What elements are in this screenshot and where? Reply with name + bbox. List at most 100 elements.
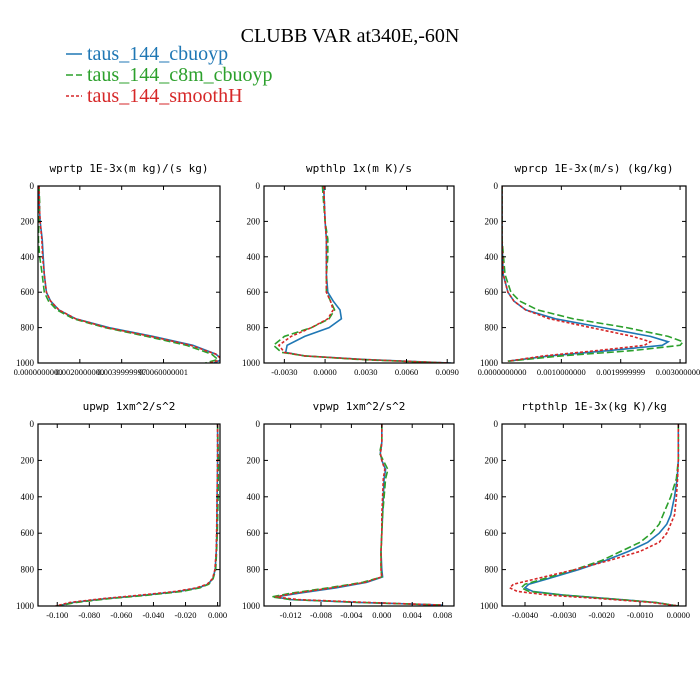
series-line [508, 424, 680, 606]
x-tick-label: 0.0030000000 [656, 367, 700, 377]
x-tick-label: -0.020 [175, 610, 197, 620]
chart-panel: wprtp 1E-3x(m kg)/(s kg) 0 200 400 600 800 100… [14, 162, 221, 377]
y-tick-label: 200 [485, 455, 499, 465]
x-tick-label: 0.000 [208, 610, 227, 620]
y-tick-label: 600 [21, 287, 35, 297]
x-tick-label: -0.0010 [627, 610, 653, 620]
chart-panel: wprcp 1E-3x(m/s) (kg/kg) 0 200 400 600 800 100… [478, 162, 700, 377]
x-tick-label: -0.080 [78, 610, 100, 620]
plot-frame [501, 423, 687, 607]
x-tick-label: 0.0000 [313, 367, 336, 377]
y-tick-label: 200 [247, 455, 261, 465]
x-tick-label: 0.0020000000 [55, 367, 104, 377]
y-tick-label: 400 [247, 492, 261, 502]
x-tick-label: -0.0030 [550, 610, 576, 620]
y-tick-label: 600 [247, 528, 261, 538]
y-tick-label: 800 [247, 565, 261, 575]
series-line [38, 186, 220, 363]
series-line [523, 424, 680, 606]
x-tick-label: -0.100 [46, 610, 68, 620]
series-line [272, 186, 445, 363]
series-line [55, 424, 219, 606]
panel-title: rtpthlp 1E-3x(kg K)/kg [521, 400, 667, 413]
series-line [38, 186, 220, 363]
x-tick-label: -0.0040 [512, 610, 538, 620]
panel-title: upwp 1xm^2/s^2 [83, 400, 176, 413]
x-tick-label: 0.0090 [436, 367, 459, 377]
series-line [57, 424, 220, 606]
x-tick-label: 0.0010000000 [537, 367, 586, 377]
x-tick-label: 0.0060000001 [139, 367, 188, 377]
y-tick-label: 800 [21, 323, 35, 333]
y-tick-label: 200 [485, 216, 499, 226]
x-tick-label: 0.0000 [667, 610, 690, 620]
x-tick-label: 0.004 [403, 610, 423, 620]
y-tick-label: 400 [21, 492, 35, 502]
legend: taus_144_cbuoyptaus_144_c8m_cbuoyptaus_1… [66, 43, 273, 107]
y-tick-label: 400 [485, 492, 499, 502]
series-line [502, 186, 671, 362]
y-tick-label: 200 [247, 216, 261, 226]
chart-panel: wpthlp 1x(m K)/s 0 200 400 600 800 1000 -0.0030… [242, 162, 459, 377]
series-line [284, 186, 452, 363]
y-tick-label: 200 [21, 455, 35, 465]
x-tick-label: 0.000 [372, 610, 391, 620]
series-line [502, 186, 653, 362]
y-tick-label: 0 [256, 419, 261, 429]
y-tick-label: 800 [485, 323, 499, 333]
series-line [38, 186, 220, 363]
legend-label: taus_144_smoothH [87, 85, 243, 107]
y-tick-label: 400 [21, 252, 35, 262]
y-tick-label: 1000 [242, 358, 261, 368]
y-tick-label: 1000 [16, 601, 35, 611]
y-tick-label: 1000 [242, 601, 261, 611]
x-tick-label: -0.012 [280, 610, 302, 620]
chart-panel: upwp 1xm^2/s^2 0 200 400 600 800 1000 -0.100 -0.… [16, 400, 227, 620]
y-tick-label: 400 [247, 252, 261, 262]
y-tick-label: 200 [21, 216, 35, 226]
panels: wprtp 1E-3x(m kg)/(s kg) 0 200 400 600 800 100… [14, 162, 700, 620]
x-tick-label: -0.040 [142, 610, 164, 620]
series-line [519, 424, 680, 606]
y-tick-label: 0 [256, 181, 261, 191]
y-tick-label: 600 [485, 287, 499, 297]
series-line [57, 424, 219, 606]
x-tick-label: -0.0020 [589, 610, 615, 620]
panel-title: vpwp 1xm^2/s^2 [313, 400, 406, 413]
figure-title: CLUBB VAR at340E,-60N [241, 25, 460, 47]
y-tick-label: 0 [494, 181, 499, 191]
y-tick-label: 1000 [16, 358, 35, 368]
y-tick-label: 0 [30, 181, 35, 191]
legend-label: taus_144_cbuoyp [87, 43, 228, 65]
panel-title: wpthlp 1x(m K)/s [306, 162, 412, 175]
x-tick-label: 0.0000000000 [478, 367, 527, 377]
legend-label: taus_144_c8m_cbuoyp [87, 64, 273, 86]
plot-frame [263, 185, 455, 364]
x-tick-label: 0.008 [433, 610, 452, 620]
y-tick-label: 800 [21, 565, 35, 575]
y-tick-label: 600 [247, 287, 261, 297]
panel-title: wprcp 1E-3x(m/s) (kg/kg) [515, 162, 674, 175]
y-tick-label: 1000 [480, 358, 499, 368]
x-tick-label: 0.0030 [354, 367, 377, 377]
series-line [271, 424, 443, 606]
x-tick-label: 0.0000000000 [14, 367, 63, 377]
x-tick-label: 0.0039999997 [97, 367, 146, 377]
x-tick-label: 0.0060 [395, 367, 418, 377]
y-tick-label: 600 [21, 528, 35, 538]
plot-frame [263, 423, 455, 607]
chart-panel: rtpthlp 1E-3x(kg K)/kg 0 200 400 600 800 1000 -… [480, 400, 690, 620]
plot-frame [37, 185, 221, 364]
plot-frame [37, 423, 221, 607]
panel-title: wprtp 1E-3x(m kg)/(s kg) [50, 162, 209, 175]
series-line [275, 424, 443, 606]
x-tick-label: 0.0019999999 [596, 367, 645, 377]
x-tick-label: -0.0030 [271, 367, 297, 377]
y-tick-label: 400 [485, 252, 499, 262]
y-tick-label: 1000 [480, 601, 499, 611]
chart-panel: vpwp 1xm^2/s^2 0 200 400 600 800 1000 -0.012 -0.… [242, 400, 455, 620]
y-tick-label: 800 [485, 565, 499, 575]
x-tick-label: -0.004 [340, 610, 363, 620]
y-tick-label: 800 [247, 323, 261, 333]
